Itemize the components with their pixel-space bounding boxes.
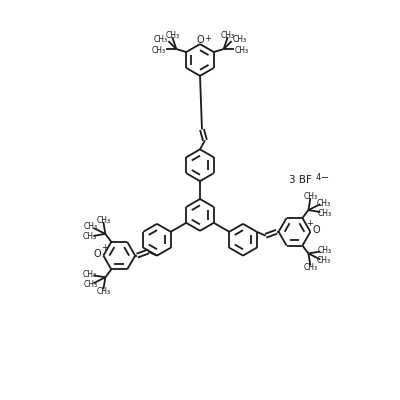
Text: O: O bbox=[94, 249, 101, 259]
Text: CH₃: CH₃ bbox=[151, 46, 166, 54]
Text: CH₃: CH₃ bbox=[84, 280, 98, 289]
Text: 3 BF: 3 BF bbox=[289, 175, 312, 185]
Text: CH₃: CH₃ bbox=[82, 232, 96, 241]
Text: CH₃: CH₃ bbox=[316, 256, 330, 265]
Text: CH₃: CH₃ bbox=[234, 46, 249, 54]
Text: O: O bbox=[312, 225, 320, 235]
Text: CH₃: CH₃ bbox=[165, 31, 179, 40]
Text: CH₃: CH₃ bbox=[232, 35, 247, 44]
Text: CH₃: CH₃ bbox=[317, 246, 331, 255]
Text: CH₃: CH₃ bbox=[317, 208, 331, 218]
Text: CH₃: CH₃ bbox=[96, 216, 110, 224]
Text: +: + bbox=[204, 34, 211, 43]
Text: +: + bbox=[101, 243, 108, 252]
Text: CH₃: CH₃ bbox=[82, 270, 96, 279]
Text: O: O bbox=[196, 35, 204, 45]
Text: CH₃: CH₃ bbox=[153, 35, 168, 44]
Text: CH₃: CH₃ bbox=[221, 31, 235, 40]
Text: CH₃: CH₃ bbox=[84, 222, 98, 232]
Text: −: − bbox=[321, 173, 329, 183]
Text: CH₃: CH₃ bbox=[96, 287, 110, 296]
Text: CH₃: CH₃ bbox=[316, 199, 330, 208]
Text: 4: 4 bbox=[315, 173, 320, 182]
Text: CH₃: CH₃ bbox=[303, 263, 318, 272]
Text: +: + bbox=[306, 219, 313, 228]
Text: CH₃: CH₃ bbox=[303, 192, 318, 201]
